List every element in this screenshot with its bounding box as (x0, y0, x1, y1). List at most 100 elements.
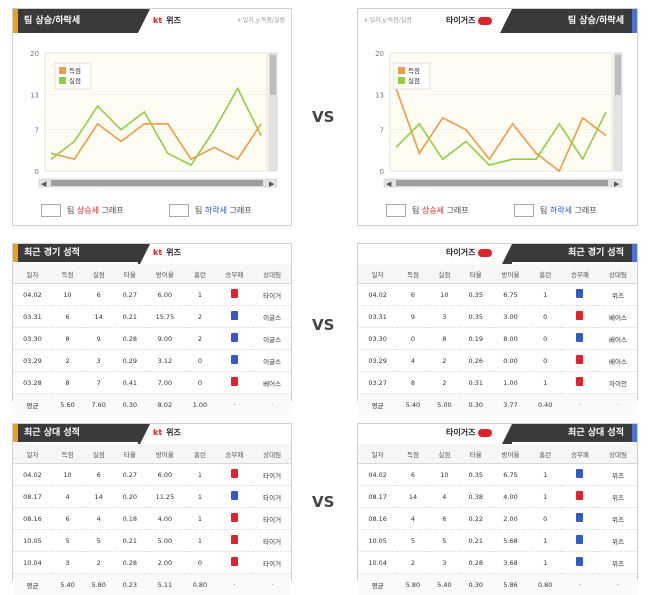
avg-hr: 0.80 (530, 574, 561, 595)
legend-swatch (59, 77, 66, 84)
cell-date: 03.29 (358, 350, 397, 372)
scroll-right-icon[interactable]: ▶ (269, 180, 275, 188)
cell-runs: 9 (397, 306, 428, 328)
column-header: 승무패 (216, 264, 254, 284)
legend-swatch (59, 67, 66, 74)
cell-hr: 0 (184, 350, 215, 372)
legend-label: 실점 (408, 76, 420, 85)
vs-label-1: VS (312, 108, 334, 126)
avg-label: 평균 (13, 394, 52, 416)
cell-opp: 위즈 (599, 284, 637, 306)
avg-runs: 5.40 (52, 574, 83, 595)
scroll-left-icon[interactable]: ◀ (386, 180, 392, 188)
loss-badge-icon (576, 333, 583, 342)
avg-allowed: 5.00 (429, 394, 460, 416)
vertical-scroll-thumb[interactable] (270, 55, 276, 95)
column-header: 홈런 (530, 264, 561, 284)
cell-runs: 5 (52, 530, 83, 552)
cell-runs: 6 (52, 306, 83, 328)
win-badge-icon (576, 311, 583, 320)
cell-era: 15.75 (145, 306, 184, 328)
scroll-right-icon[interactable]: ▶ (614, 180, 620, 188)
cell-avg: 0.35 (460, 464, 491, 486)
cell-era: 0.00 (491, 350, 529, 372)
cell-era: 6.00 (145, 464, 184, 486)
kt-logo: kt (153, 16, 162, 25)
cell-runs: 10 (52, 464, 83, 486)
cell-avg: 0.21 (114, 530, 145, 552)
cell-era: 7.00 (145, 372, 184, 394)
legend-rise: 팀 상승세 그래프 (386, 204, 469, 218)
loss-badge-icon (576, 557, 583, 566)
column-header: 실점 (83, 264, 114, 284)
win-badge-icon (576, 355, 583, 364)
cell-runs: 2 (52, 350, 83, 372)
cell-opp: 타이거 (253, 530, 291, 552)
cell-opp: 위즈 (599, 464, 637, 486)
y-tick-label: 0 (35, 168, 39, 176)
cell-date: 10.04 (358, 552, 397, 574)
cell-avg: 0.21 (114, 306, 145, 328)
cell-allowed: 3 (429, 306, 460, 328)
cell-allowed: 3 (83, 350, 114, 372)
result-badge-cell (561, 486, 599, 508)
result-badge-cell (216, 372, 254, 394)
avg-era: 3.77 (491, 394, 529, 416)
cell-date: 10.05 (358, 530, 397, 552)
avg-result: · (216, 394, 254, 416)
result-badge-cell (561, 464, 599, 486)
cell-hr: 1 (530, 284, 561, 306)
legend-fall: 팀 하락세 그래프 (169, 204, 252, 218)
avg-label: 평균 (13, 574, 52, 595)
fall-graph-icon (514, 204, 534, 217)
win-badge-icon (231, 513, 238, 522)
column-header: 상대팀 (253, 264, 291, 284)
cell-hr: 1 (184, 486, 215, 508)
cell-allowed: 4 (429, 486, 460, 508)
right-recent-team: 타이거즈 (446, 244, 492, 262)
result-badge-cell (216, 350, 254, 372)
avg-label: 평균 (358, 574, 397, 595)
scroll-left-icon[interactable]: ◀ (41, 180, 47, 188)
cell-avg: 0.27 (114, 284, 145, 306)
cell-runs: 8 (397, 372, 428, 394)
left-axis-note: x:일자,y:득점/실점 (237, 9, 285, 33)
vertical-scroll-thumb[interactable] (615, 55, 621, 95)
cell-date: 03.27 (358, 372, 397, 394)
cell-opp: 베어스 (599, 306, 637, 328)
cell-avg: 0.35 (460, 284, 491, 306)
right-recent-header: 최근 경기 성적 (512, 244, 637, 262)
horizontal-scroll-thumb[interactable] (396, 180, 608, 186)
column-header: 일자 (13, 444, 52, 464)
cell-hr: 2 (184, 306, 215, 328)
cell-opp: 이글스 (253, 328, 291, 350)
result-badge-cell (561, 530, 599, 552)
column-header: 방어율 (145, 264, 184, 284)
cell-hr: 0 (530, 508, 561, 530)
cell-hr: 1 (530, 372, 561, 394)
avg-runs: 5.80 (397, 574, 428, 595)
result-badge-cell (216, 328, 254, 350)
column-header: 실점 (83, 444, 114, 464)
cell-avg: 0.21 (460, 530, 491, 552)
column-header: 일자 (358, 444, 397, 464)
horizontal-scroll-thumb[interactable] (51, 180, 263, 186)
cell-allowed: 2 (429, 372, 460, 394)
y-tick-label: 13 (30, 91, 39, 99)
right-axis-note: x:일자,y:득점/실점 (364, 9, 412, 33)
loss-badge-icon (576, 535, 583, 544)
cell-hr: 1 (530, 530, 561, 552)
column-header: 홈런 (184, 444, 215, 464)
cell-era: 3.68 (491, 552, 529, 574)
cell-allowed: 6 (429, 508, 460, 530)
